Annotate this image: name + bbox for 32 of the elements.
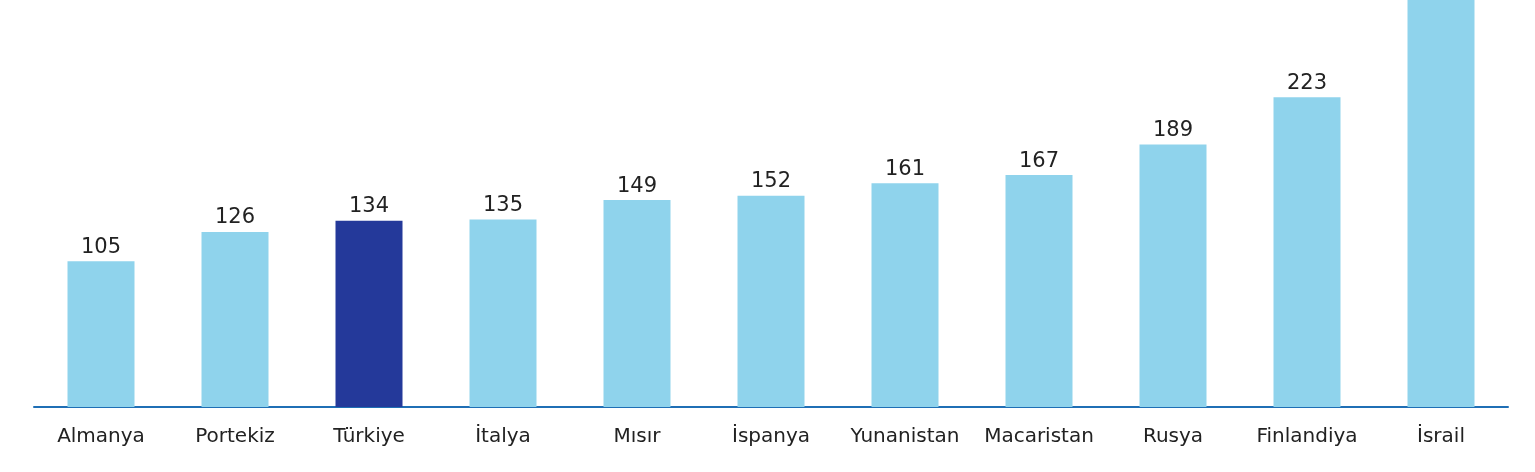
x-tick-label: Yunanistan <box>849 423 960 447</box>
data-label: 152 <box>750 168 792 193</box>
x-tick-label: Almanya <box>57 423 145 447</box>
x-tick-label: Rusya <box>1142 423 1204 447</box>
x-tick-label: İsrail <box>1417 423 1465 447</box>
bar <box>871 183 939 407</box>
bar <box>737 195 805 407</box>
x-tick-label: İtalya <box>475 423 531 447</box>
x-tick-label: Finlandiya <box>1256 423 1358 447</box>
bar <box>67 261 135 407</box>
data-label: 167 <box>1018 147 1060 172</box>
data-label: 189 <box>1152 116 1194 141</box>
x-tick-label: İspanya <box>731 423 811 447</box>
data-label: 105 <box>80 233 122 258</box>
data-label: 149 <box>616 172 658 197</box>
x-tick-label: Mısır <box>613 423 662 447</box>
bar <box>469 219 537 407</box>
bar <box>1005 175 1073 407</box>
bar <box>1407 0 1475 407</box>
bar <box>1139 144 1207 407</box>
data-label: 126 <box>214 204 256 229</box>
data-label: 223 <box>1286 69 1328 94</box>
data-label: 134 <box>348 193 390 218</box>
bar <box>1273 97 1341 407</box>
x-tick-label: Macaristan <box>984 423 1094 447</box>
data-label: 161 <box>884 155 926 180</box>
x-tick-label: Portekiz <box>195 423 275 447</box>
bar <box>201 231 269 407</box>
x-tick-label: Türkiye <box>332 423 405 447</box>
bar <box>335 220 403 407</box>
data-label: 135 <box>482 191 524 216</box>
bar <box>603 200 671 407</box>
